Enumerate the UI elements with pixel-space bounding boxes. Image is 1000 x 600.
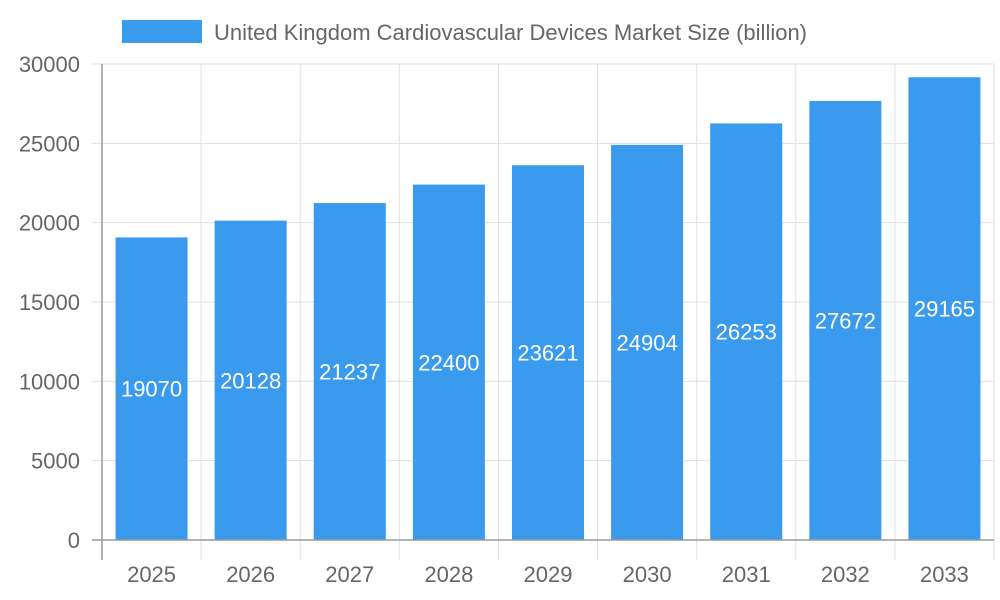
x-tick-label: 2030: [623, 562, 672, 587]
bar-2027: [313, 203, 386, 540]
x-tick-label: 2029: [524, 562, 573, 587]
y-tick-label: 30000: [19, 52, 80, 77]
y-tick-label: 0: [68, 528, 80, 553]
data-label-2027: 21237: [319, 360, 380, 385]
data-label-2029: 23621: [517, 341, 578, 366]
data-label-2030: 24904: [617, 330, 678, 355]
y-tick-label: 15000: [19, 290, 80, 315]
y-tick-label: 20000: [19, 211, 80, 236]
legend-label: United Kingdom Cardiovascular Devices Ma…: [214, 20, 807, 45]
bar-2033: [908, 77, 981, 541]
bar-2029: [512, 165, 584, 540]
x-tick-label: 2032: [821, 562, 870, 587]
axes: 0 5000 10000 15000 20000 25000 30000 2025 2026 20…: [19, 52, 994, 587]
x-tick-label: 2031: [722, 562, 771, 587]
bar-2030: [611, 144, 684, 540]
x-tick-label: 2026: [226, 562, 275, 587]
data-label-2032: 27672: [815, 308, 876, 333]
data-label-2031: 26253: [716, 320, 777, 345]
data-label-2033: 29165: [914, 297, 975, 322]
y-tick-label: 5000: [31, 449, 80, 474]
bar-2031: [710, 123, 783, 541]
data-label-2025: 19070: [121, 377, 182, 402]
x-tick-label: 2033: [920, 562, 969, 587]
x-tick-label: 2027: [325, 562, 374, 587]
bar-2028: [412, 184, 485, 540]
bars: 19070 20128 21237 22400 23621 24904 26253 27672…: [115, 77, 981, 541]
bar-2025: [115, 237, 188, 540]
bar-2026: [214, 220, 287, 540]
data-label-2028: 22400: [418, 350, 479, 375]
legend[interactable]: United Kingdom Cardiovascular Devices Ma…: [122, 20, 807, 45]
x-tick-label: 2025: [127, 562, 176, 587]
data-label-2026: 20128: [220, 368, 281, 393]
bar-2032: [809, 100, 882, 541]
y-tick-label: 10000: [19, 369, 80, 394]
y-tick-label: 25000: [19, 131, 80, 156]
legend-swatch: [122, 20, 202, 43]
x-tick-label: 2028: [424, 562, 473, 587]
